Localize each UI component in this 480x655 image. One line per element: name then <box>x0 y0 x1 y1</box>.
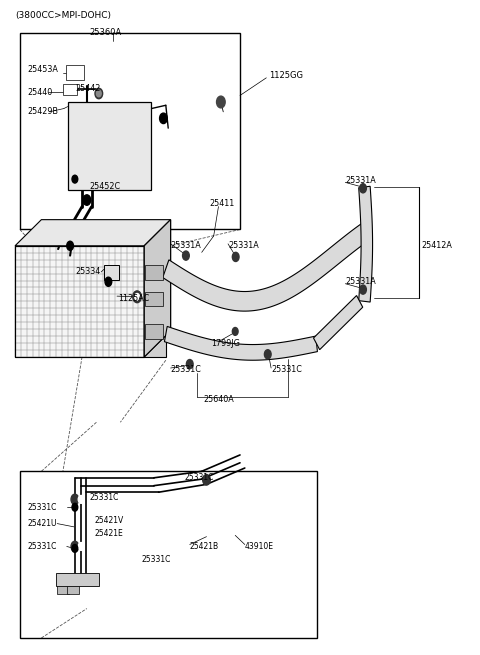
Text: 25331C: 25331C <box>271 365 302 375</box>
Circle shape <box>72 544 78 552</box>
Circle shape <box>186 360 193 369</box>
Text: 25331C: 25331C <box>27 503 56 512</box>
Text: 25360A: 25360A <box>89 28 121 37</box>
Bar <box>20 472 317 638</box>
Bar <box>145 291 163 306</box>
Bar <box>67 586 79 593</box>
Text: 25334: 25334 <box>75 267 100 276</box>
Circle shape <box>159 113 167 124</box>
Circle shape <box>71 494 79 504</box>
Circle shape <box>232 328 238 335</box>
Text: 25411: 25411 <box>209 199 234 208</box>
Text: 25440: 25440 <box>27 88 52 97</box>
Circle shape <box>72 175 78 183</box>
Text: 25421B: 25421B <box>190 542 219 551</box>
Circle shape <box>78 542 84 550</box>
Circle shape <box>264 350 271 359</box>
Text: 25453A: 25453A <box>27 65 58 74</box>
Text: 25412A: 25412A <box>422 241 453 250</box>
Bar <box>145 324 163 339</box>
Bar <box>63 84 77 95</box>
Text: 25429B: 25429B <box>27 107 58 117</box>
Text: (3800CC>MPI-DOHC): (3800CC>MPI-DOHC) <box>15 10 111 20</box>
Text: 25331C: 25331C <box>142 555 171 564</box>
Bar <box>66 65 84 80</box>
Text: 25331A: 25331A <box>170 241 201 250</box>
Circle shape <box>232 252 239 261</box>
Circle shape <box>182 251 189 260</box>
Circle shape <box>96 90 101 97</box>
Circle shape <box>360 183 366 193</box>
Circle shape <box>67 241 73 250</box>
Polygon shape <box>15 246 144 357</box>
Circle shape <box>105 277 112 286</box>
Polygon shape <box>144 219 170 357</box>
Polygon shape <box>359 186 372 302</box>
Text: 25331A: 25331A <box>228 241 259 250</box>
Bar <box>145 265 163 280</box>
Circle shape <box>216 96 225 108</box>
Polygon shape <box>165 326 317 360</box>
Text: 25331A: 25331A <box>345 176 376 185</box>
Text: 25331C: 25331C <box>170 365 202 375</box>
Bar <box>20 33 240 229</box>
Polygon shape <box>15 219 170 246</box>
Circle shape <box>78 495 84 503</box>
Bar <box>104 265 119 280</box>
Circle shape <box>72 503 78 511</box>
Text: 1125AC: 1125AC <box>118 293 149 303</box>
Text: 1799JG: 1799JG <box>211 339 240 348</box>
Text: 25640A: 25640A <box>203 395 234 404</box>
Polygon shape <box>163 221 372 311</box>
Circle shape <box>71 541 79 552</box>
Circle shape <box>360 285 366 294</box>
Circle shape <box>83 195 91 205</box>
Text: 43910E: 43910E <box>245 542 274 551</box>
Text: 25442: 25442 <box>75 84 100 94</box>
Bar <box>68 102 152 190</box>
Text: 25331A: 25331A <box>345 277 376 286</box>
Circle shape <box>95 88 103 99</box>
Bar <box>57 586 69 593</box>
Bar <box>56 572 99 586</box>
Text: 25421V: 25421V <box>94 516 123 525</box>
Polygon shape <box>144 219 170 357</box>
Text: 25421U: 25421U <box>27 519 57 528</box>
Circle shape <box>203 475 210 485</box>
Text: 25331C: 25331C <box>27 542 56 551</box>
Text: 1125GG: 1125GG <box>269 71 303 81</box>
Circle shape <box>135 293 140 300</box>
Circle shape <box>133 291 142 303</box>
Polygon shape <box>313 295 363 350</box>
Text: 25452C: 25452C <box>89 183 120 191</box>
Text: 25331C: 25331C <box>89 493 119 502</box>
Text: 25331C: 25331C <box>185 474 215 482</box>
Text: 25421E: 25421E <box>94 529 123 538</box>
Bar <box>144 246 166 357</box>
